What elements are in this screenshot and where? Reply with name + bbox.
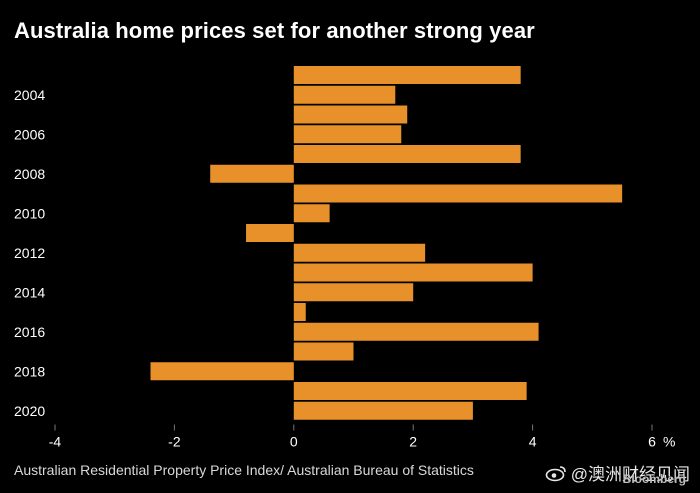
x-tick-label--4: -4 — [49, 434, 62, 450]
bar-2018 — [150, 362, 294, 381]
bar-2016 — [293, 322, 539, 341]
y-tick-label-2020: 2020 — [14, 403, 45, 419]
x-unit-label: % — [663, 434, 675, 450]
bar-2015 — [293, 303, 306, 321]
bar-2005 — [293, 105, 408, 124]
y-tick-label-2006: 2006 — [14, 126, 45, 142]
y-tick-label-2010: 2010 — [14, 205, 45, 221]
bar-2009 — [293, 184, 623, 203]
y-tick-label-2016: 2016 — [14, 324, 45, 340]
y-tick-label-2012: 2012 — [14, 245, 45, 261]
bar-2011 — [246, 224, 294, 242]
bar-2010 — [293, 204, 330, 223]
x-tick-label--2: -2 — [168, 434, 181, 450]
bar-2004 — [293, 85, 396, 104]
weibo-icon — [545, 465, 566, 481]
bar-2006 — [293, 125, 402, 144]
bar-2008 — [210, 164, 294, 183]
bar-2013 — [293, 263, 533, 282]
y-tick-label-2008: 2008 — [14, 166, 45, 182]
bloomberg-logo: Bloomberg — [622, 472, 686, 486]
bar-2020 — [293, 401, 473, 420]
x-tick-label-0: 0 — [290, 434, 298, 450]
bar-2014 — [293, 283, 414, 302]
x-tick-label-6: 6 — [648, 434, 656, 450]
bar-2007 — [293, 145, 521, 163]
bar-2012 — [293, 243, 426, 262]
y-tick-label-2004: 2004 — [14, 87, 45, 103]
watermark-text: @澳洲财经见闻 — [570, 465, 690, 484]
weibo-watermark: @澳洲财经见闻 — [545, 460, 690, 485]
x-tick-label-2: 2 — [409, 434, 417, 450]
chart-title: Australia home prices set for another st… — [14, 18, 535, 43]
x-tick-label-4: 4 — [529, 434, 537, 450]
y-tick-label-2018: 2018 — [14, 363, 45, 379]
bar-2003 — [293, 66, 521, 84]
source-note: Australian Residential Property Price In… — [14, 462, 474, 478]
bar-2019 — [293, 382, 527, 400]
bar-2017 — [293, 342, 354, 361]
y-tick-label-2014: 2014 — [14, 284, 45, 300]
